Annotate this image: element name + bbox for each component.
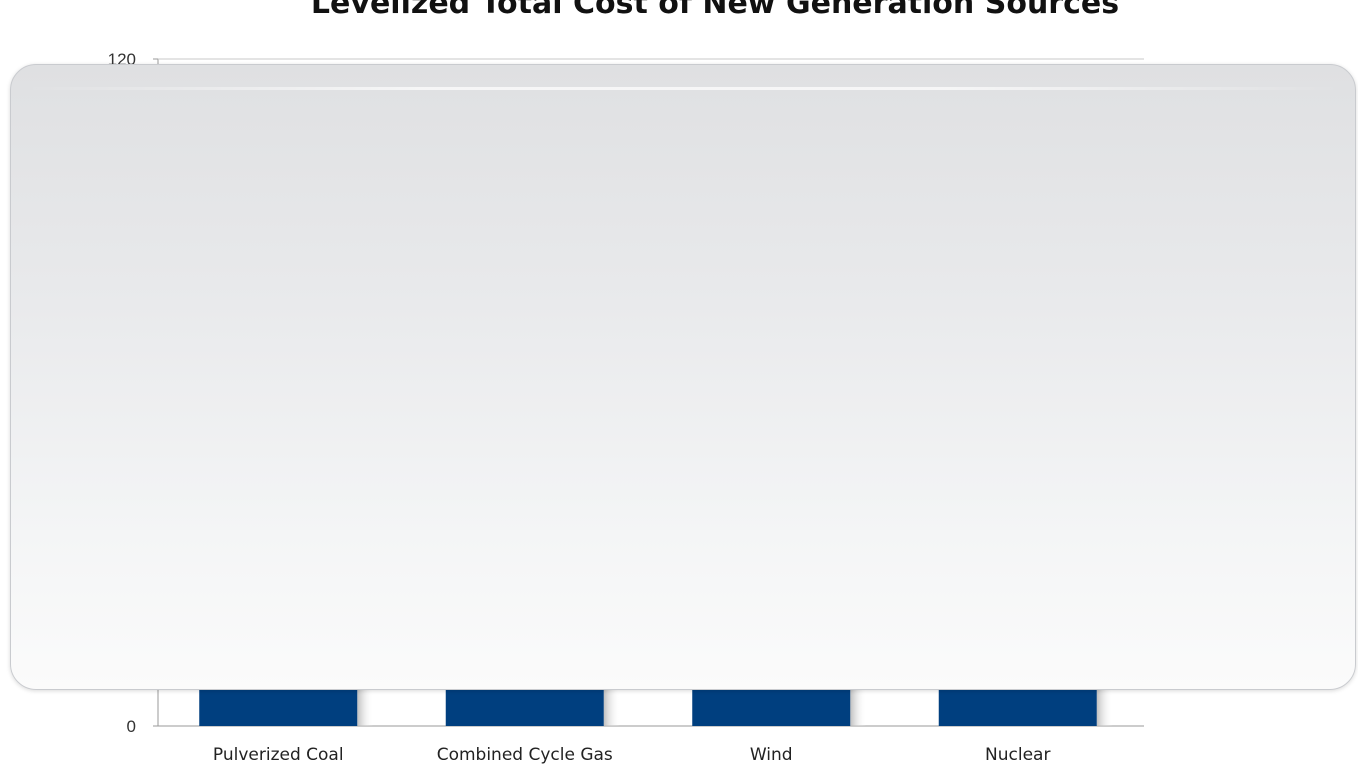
chart-title: Levelized Total Cost of New Generation S… — [310, 0, 1120, 21]
y-tick-label: 0 — [127, 717, 136, 736]
overlay-panel-highlight — [23, 87, 1343, 90]
overlay-panel — [10, 64, 1356, 690]
x-category-label: Combined Cycle Gas — [437, 745, 613, 765]
x-category-label: Pulverized Coal — [213, 745, 344, 765]
x-category-label: Wind — [750, 745, 793, 765]
x-axis-category-labels: Pulverized Coal Combined Cycle Gas Wind Nuc… — [213, 745, 1051, 765]
x-category-label: Nuclear — [985, 745, 1050, 765]
